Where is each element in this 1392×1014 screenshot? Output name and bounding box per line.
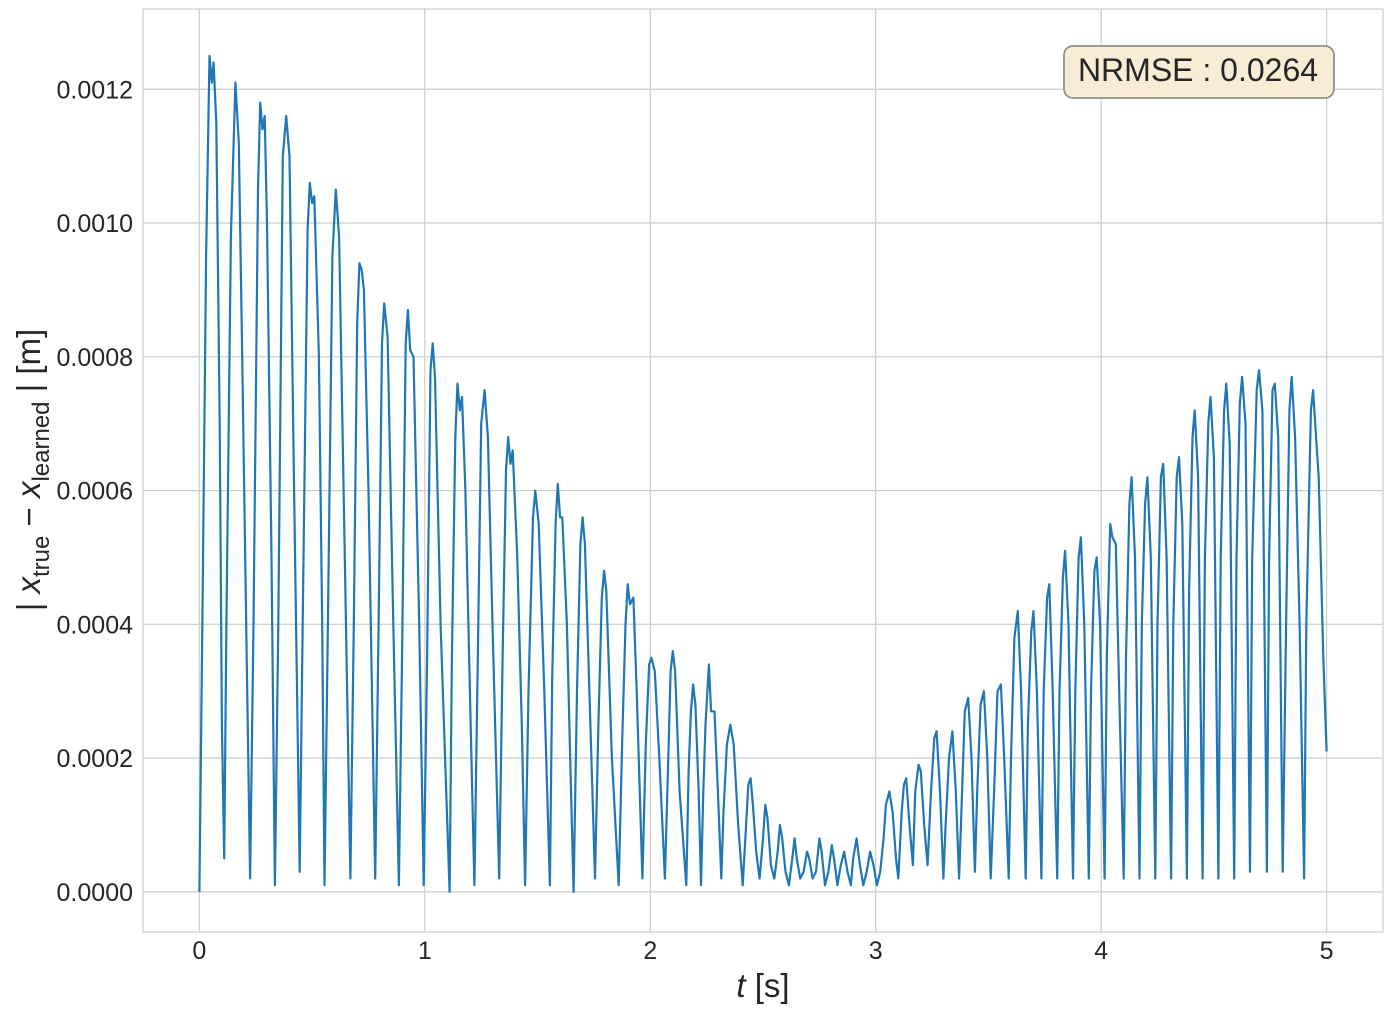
nrmse-annotation-box [1063, 45, 1335, 99]
y-label-close: | [m] [10, 329, 47, 402]
plot-frame [142, 8, 1384, 933]
x-tick-label: 4 [1094, 937, 1108, 965]
y-label-sub2: learned [28, 401, 55, 481]
nrmse-annotation: NRMSE : 0.0264 [1063, 45, 1335, 99]
y-tick-label: 0.0006 [57, 478, 133, 506]
y-label-sub1: true [28, 536, 55, 577]
y-label-x1: x [10, 576, 47, 596]
y-tick-label: 0.0008 [57, 344, 133, 372]
x-tick-label: 0 [192, 937, 206, 965]
x-tick-label: 3 [869, 937, 883, 965]
x-tick-label: 2 [643, 937, 657, 965]
x-axis-label-unit: [s] [746, 967, 790, 1004]
tick-labels: 0 1 2 3 4 5 0.0000 0.0002 0.0004 0.0006 0.0008 0.00… [57, 76, 1334, 965]
x-tick-label: 1 [418, 937, 432, 965]
y-tick-label: 0.0010 [57, 210, 133, 238]
y-label-minus: − [10, 498, 47, 536]
y-tick-label: 0.0012 [57, 76, 133, 104]
series-line [198, 54, 1328, 893]
x-axis-label-var: t [736, 967, 747, 1004]
y-label-open: | [10, 594, 47, 612]
x-axis-label: t [s] [736, 967, 789, 1004]
x-tick-label: 5 [1320, 937, 1334, 965]
y-tick-label: 0.0000 [57, 879, 133, 907]
y-axis-label: | xtrue − xlearned | [m] [10, 329, 55, 612]
y-label-x2: x [10, 480, 47, 500]
y-tick-label: 0.0002 [57, 745, 133, 773]
y-tick-label: 0.0004 [57, 611, 134, 639]
nrmse-annotation-text: NRMSE : 0.0264 [1078, 52, 1318, 88]
